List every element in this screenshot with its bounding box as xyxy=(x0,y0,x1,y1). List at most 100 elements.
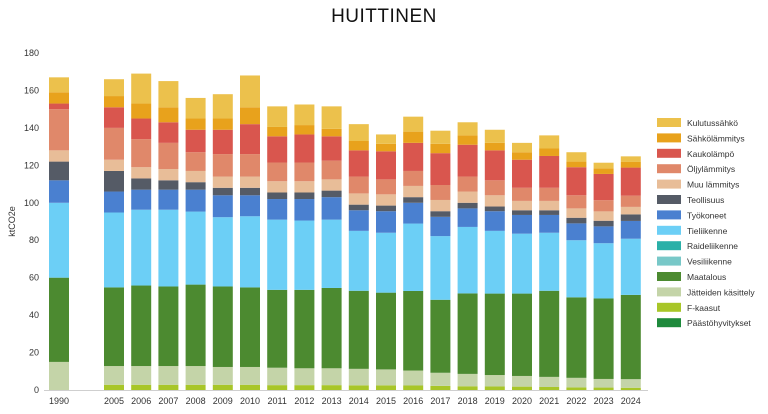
bar-segment xyxy=(457,202,478,209)
bar-segment xyxy=(348,140,369,151)
bar-segment xyxy=(321,219,342,288)
bar-segment xyxy=(158,142,179,170)
bar-segment xyxy=(484,293,505,376)
bar-segment xyxy=(593,200,614,212)
bar-segment xyxy=(566,377,587,388)
bar-segment xyxy=(267,199,288,220)
bar-segment xyxy=(403,116,424,132)
bar-segment xyxy=(512,233,532,294)
bar-segment xyxy=(294,181,315,193)
bar-segment xyxy=(484,230,505,294)
bar-segment xyxy=(620,156,641,162)
bar-segment xyxy=(131,103,152,119)
bar-segment xyxy=(430,236,451,300)
bar-segment xyxy=(566,161,587,168)
bar-segment xyxy=(566,167,587,196)
bar-segment xyxy=(240,124,260,155)
bar-segment xyxy=(131,73,152,104)
bar-segment xyxy=(512,159,532,188)
bar-segment xyxy=(104,212,124,288)
bar-segment xyxy=(620,379,641,388)
legend-swatch xyxy=(657,225,681,235)
legend-swatch xyxy=(657,302,681,312)
bar-segment xyxy=(321,179,342,191)
bar-segment xyxy=(512,142,532,153)
bar-segment xyxy=(430,143,451,154)
bar-segment xyxy=(321,385,342,390)
y-tick-label: 40 xyxy=(29,310,39,320)
bar-segment xyxy=(403,185,424,198)
x-tick-label: 2008 xyxy=(186,396,206,406)
bar-segment xyxy=(430,153,451,185)
bar-segment xyxy=(185,152,206,171)
bar-segment xyxy=(49,277,69,362)
bar-segment xyxy=(376,205,396,212)
bar-segment xyxy=(294,192,315,200)
x-tick-label: 2009 xyxy=(213,396,233,406)
bar-segment xyxy=(430,216,451,237)
legend-swatch xyxy=(657,318,681,328)
legend-swatch xyxy=(657,195,681,204)
y-tick-label: 180 xyxy=(24,48,39,58)
bar-segment xyxy=(593,298,614,379)
bar-segment xyxy=(484,206,505,212)
bar-segment xyxy=(240,366,260,385)
bar-segment xyxy=(539,214,560,233)
bar-segment xyxy=(430,299,451,373)
bar-segment xyxy=(294,289,315,369)
legend-label: Maatalous xyxy=(687,272,726,282)
bar-segment xyxy=(131,189,152,210)
bars xyxy=(49,73,641,390)
bar-segment xyxy=(566,208,587,218)
bar-segment xyxy=(484,150,505,181)
bar-segment xyxy=(403,370,424,386)
bar-segment xyxy=(457,386,478,390)
bar-segment xyxy=(240,216,260,288)
bar-segment xyxy=(484,375,505,387)
bar-segment xyxy=(593,211,614,221)
x-tick-label: 2022 xyxy=(566,396,586,406)
bar-segment xyxy=(158,169,179,181)
bar-segment xyxy=(185,284,206,367)
bar-segment xyxy=(212,118,233,130)
bar-segment xyxy=(457,293,478,374)
bar-segment xyxy=(512,214,532,234)
bar-segment xyxy=(294,134,315,163)
bar-segment xyxy=(376,211,396,233)
legend-swatch xyxy=(657,148,681,158)
x-axis: 1990 2005 2006 2007 2008 2009 2010 2011 2012 2013… xyxy=(44,390,648,406)
bar-segment xyxy=(348,204,369,211)
bar-segment xyxy=(185,170,206,183)
bar-segment xyxy=(131,167,152,179)
bar-segment xyxy=(484,195,505,207)
bar-segment xyxy=(430,211,451,217)
legend-label: Kaukolämpö xyxy=(687,149,735,159)
bar-segment xyxy=(104,170,124,192)
bar-segment xyxy=(185,366,206,385)
bar-segment xyxy=(267,136,288,163)
bar-segment xyxy=(240,75,260,108)
bar-segment xyxy=(376,194,396,206)
bar-segment xyxy=(131,285,152,367)
bar-segment xyxy=(348,368,369,386)
legend-label: F-kaasut xyxy=(687,303,721,313)
bar-segment xyxy=(566,223,587,241)
y-tick-label: 80 xyxy=(29,235,39,245)
bar-segment xyxy=(267,385,288,390)
x-tick-label: 2018 xyxy=(458,396,478,406)
bar-segment xyxy=(49,361,69,390)
bar-segment xyxy=(457,122,478,136)
bar-segment xyxy=(348,193,369,205)
bar-segment xyxy=(212,176,233,188)
bar-segment xyxy=(457,208,478,227)
chart-title: HUITTINEN xyxy=(331,6,437,27)
bar-segment xyxy=(321,197,342,220)
bar-segment xyxy=(212,286,233,367)
bar-segment xyxy=(240,187,260,196)
bar-segment xyxy=(403,197,424,203)
bar-segment xyxy=(376,179,396,195)
legend-label: Jätteiden käsittely xyxy=(687,287,755,297)
bar-segment xyxy=(566,297,587,378)
x-tick-label: 1990 xyxy=(49,396,69,406)
bar-segment xyxy=(294,199,315,221)
